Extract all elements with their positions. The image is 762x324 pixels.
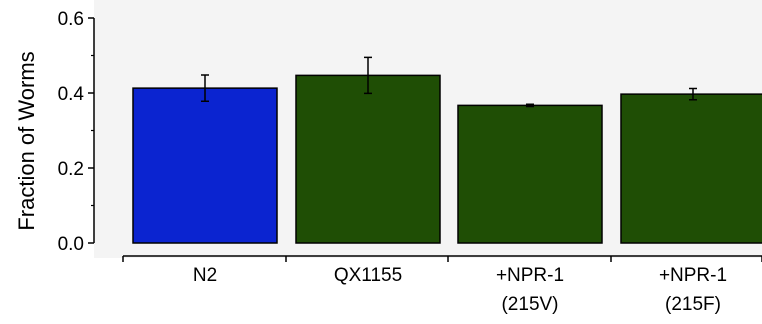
y-tick-label: 0.0	[58, 234, 84, 255]
bar	[295, 74, 441, 244]
bar	[457, 104, 603, 244]
y-tick-label: 0.2	[58, 159, 84, 180]
x-tick-label: +NPR-1	[659, 265, 727, 286]
y-tick-label: 0.4	[58, 84, 85, 105]
bar	[132, 87, 278, 244]
bar	[620, 93, 762, 244]
x-tick-label: N2	[193, 265, 217, 286]
x-tick-label-line2: (215V)	[501, 294, 558, 315]
y-axis-label: Fraction of Worms	[14, 51, 39, 230]
x-tick-label: QX1155	[334, 265, 402, 286]
x-tick-label-line2: (215F)	[665, 294, 721, 315]
x-tick-label: +NPR-1	[496, 265, 564, 286]
y-tick-label: 0.6	[58, 9, 84, 30]
